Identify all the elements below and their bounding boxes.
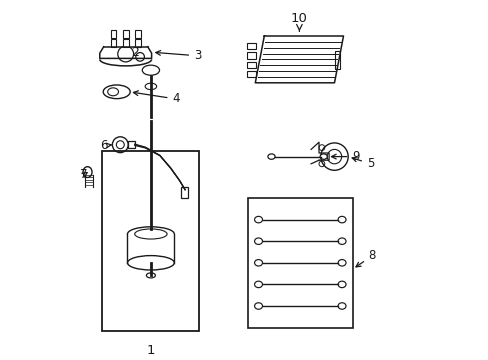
Bar [128,141,134,148]
Ellipse shape [145,83,156,90]
Bar [127,234,174,263]
Ellipse shape [146,273,155,278]
Circle shape [136,53,144,61]
Ellipse shape [83,167,92,177]
Bar [110,39,116,47]
Ellipse shape [254,216,262,223]
Ellipse shape [320,154,326,159]
Bar [122,39,128,47]
Ellipse shape [142,65,159,75]
Text: 2: 2 [131,46,139,59]
Bar [135,30,141,38]
Ellipse shape [103,85,130,99]
Text: 5: 5 [351,157,373,170]
Ellipse shape [337,238,346,244]
Text: 10: 10 [290,12,307,25]
Bar [102,151,199,331]
Bar [135,39,141,47]
Bar [247,43,256,49]
Text: 6: 6 [100,139,111,152]
Bar [247,71,256,77]
Text: 8: 8 [355,249,375,267]
Ellipse shape [267,154,275,159]
Bar [110,30,116,38]
Ellipse shape [254,303,262,309]
Ellipse shape [337,281,346,288]
Ellipse shape [254,238,262,244]
Bar [247,62,256,68]
Text: 7: 7 [80,168,88,181]
Text: 1: 1 [146,344,155,357]
Circle shape [320,143,347,170]
Circle shape [112,137,128,153]
Ellipse shape [127,256,174,270]
Ellipse shape [337,303,346,309]
Ellipse shape [337,216,346,223]
Ellipse shape [254,281,262,288]
Bar [181,187,187,198]
Text: 9: 9 [331,150,359,163]
Bar [247,52,256,59]
Text: 4: 4 [133,91,180,105]
Ellipse shape [254,260,262,266]
Ellipse shape [337,260,346,266]
Text: 3: 3 [156,49,201,62]
Ellipse shape [127,227,174,241]
Bar [334,51,339,69]
Bar [122,30,128,38]
Bar [247,198,352,328]
